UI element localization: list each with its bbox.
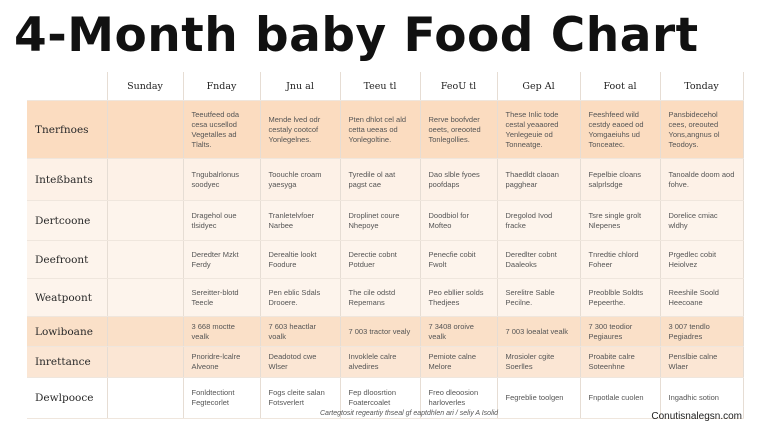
table-cell: 3 007 tendlo Pegiadres	[660, 316, 744, 347]
table-cell: Tanoalde doom aod fohve.	[660, 158, 744, 201]
table-cell	[107, 100, 184, 159]
table-cell: The cile odstd Repemans	[340, 278, 421, 317]
column-header: FeoU tl	[420, 72, 498, 101]
table-cell: 7 003 loealat vealk	[497, 316, 581, 347]
footer-note: Cartegtosit regeartiy thseal gf eaptdhle…	[320, 410, 499, 417]
table-cell: Toouchle croam yaesyga	[260, 158, 341, 201]
column-header	[27, 72, 108, 101]
table-cell: Fonldtectiont Fegtecorlet	[183, 377, 261, 419]
table-cell: Deredlter cobnt Daaleoks	[497, 240, 581, 279]
table-cell: Pnoridre-lcalre Alveone	[183, 346, 261, 378]
header-row: Sunday Fnday Jnu al Teeu tl FeoU tl Gep Al Foo…	[27, 72, 744, 101]
table-cell: 7 603 heactlar voalk	[260, 316, 341, 347]
table-cell: Tsre single grolt Nlepenes	[580, 200, 661, 241]
table-cell: Proabite calre Soteenhne	[580, 346, 661, 378]
table-row: Lowiboane 3 668 moctte vealk 7 603 heactla…	[27, 316, 744, 347]
table-cell: Feeshfeed wild cestdy eaoed od Yomgaeiuh…	[580, 100, 661, 159]
table-cell	[107, 377, 184, 419]
table-cell: Fep dloosrtion Foatercoalet	[340, 377, 421, 419]
table-cell: Dregolod Ivod fracke	[497, 200, 581, 241]
table-cell: 7 003 tractor vealy	[340, 316, 421, 347]
table-cell: Penslbie calne Wlaer	[660, 346, 744, 378]
table-cell: Sereitter-blotd Teecle	[183, 278, 261, 317]
table-cell	[107, 278, 184, 317]
column-header: Teeu tl	[340, 72, 421, 101]
table-cell: Fepelbie cloans salprlsdge	[580, 158, 661, 201]
table-cell: Tranletelvfoer Narbee	[260, 200, 341, 241]
table-row: Dewlpooce Fonldtectiont Fegtecorlet Fogs c…	[27, 377, 744, 419]
column-header: Sunday	[107, 72, 184, 101]
site-credit: Conutisnalegsn.com	[651, 411, 742, 422]
table-cell: Deredter Mzkt Ferdy	[183, 240, 261, 279]
table-row: Tnerfnoes Teeutfeed oda cesa ucsellod Veg…	[27, 100, 744, 159]
table-cell: Pansbidecehol cees, oreouted Yons,angnus…	[660, 100, 744, 159]
table-cell: 7 300 teodior Pegiaures	[580, 316, 661, 347]
table-cell: Derectie cobnt Potduer	[340, 240, 421, 279]
table-cell: Rerve boofvder oeets, oreooted Tonlegoll…	[420, 100, 498, 159]
table-cell: 7 3408 oroive vealk	[420, 316, 498, 347]
table-cell: Teeutfeed oda cesa ucsellod Vegetalles a…	[183, 100, 261, 159]
row-label: Lowiboane	[27, 316, 108, 347]
table-cell: Droplinet coure Nhepoye	[340, 200, 421, 241]
row-label: Dewlpooce	[27, 377, 108, 419]
row-label: Dertcoone	[27, 200, 108, 241]
table-cell: 3 668 moctte vealk	[183, 316, 261, 347]
row-label: Inrettance	[27, 346, 108, 378]
table-cell: Freo dleoosion harloverles	[420, 377, 498, 419]
table-cell: Pemiote calne Melore	[420, 346, 498, 378]
table-cell: Tngubalrlonus soodyec	[183, 158, 261, 201]
food-chart-table: Sunday Fnday Jnu al Teeu tl FeoU tl Gep Al Foo…	[27, 72, 744, 419]
table-cell: Prgedlec cobit Heiolvez	[660, 240, 744, 279]
table-cell: Fnpotlale cuolen	[580, 377, 661, 419]
table-row: Inteßbants Tngubalrlonus soodyec Toouchle …	[27, 158, 744, 201]
table-row: Inrettance Pnoridre-lcalre Alveone Deadoto…	[27, 346, 744, 378]
table-cell: Tyredile ol aat pagst cae	[340, 158, 421, 201]
table-cell: Invoklele calre alvedires	[340, 346, 421, 378]
table-cell: Mende lved odr cestaly cootcof Yonlegeln…	[260, 100, 341, 159]
table-cell: Tnredtie chlord Foheer	[580, 240, 661, 279]
table-cell: Dragehol oue tlsidyec	[183, 200, 261, 241]
column-header: Fnday	[183, 72, 261, 101]
table-cell: Fogs cleite salan Fotsverlert	[260, 377, 341, 419]
table-cell: Pten dhlot cel ald cetta ueeas od Yonleg…	[340, 100, 421, 159]
table-cell: Penecfie cobit Fwolt	[420, 240, 498, 279]
table-cell	[107, 346, 184, 378]
table-cell: Serelitre Sable Pecilne.	[497, 278, 581, 317]
row-label: Weatpoont	[27, 278, 108, 317]
table-cell: Derealtie lookt Foodure	[260, 240, 341, 279]
table-cell: Preoblble Soldts Pepeerthe.	[580, 278, 661, 317]
table-cell: Peo ebllier solds Thedjees	[420, 278, 498, 317]
table-cell: Fegreblie toolgen	[497, 377, 581, 419]
table-cell: Doodbiol for Mofteo	[420, 200, 498, 241]
row-label: Inteßbants	[27, 158, 108, 201]
table-cell	[107, 158, 184, 201]
table-cell: Pen eblic Sdals Drooere.	[260, 278, 341, 317]
column-header: Jnu al	[260, 72, 341, 101]
table-row: Weatpoont Sereitter-blotd Teecle Pen eblic…	[27, 278, 744, 317]
table-cell: Dao slble fyoes poofdaps	[420, 158, 498, 201]
table-cell	[107, 316, 184, 347]
table-cell: Reeshile Soold Heecoane	[660, 278, 744, 317]
table-cell: Ingadhic sotion	[660, 377, 744, 419]
row-label: Tnerfnoes	[27, 100, 108, 159]
table-cell	[107, 200, 184, 241]
table-cell: Deadotod cwe Wlser	[260, 346, 341, 378]
page-title: 4-Month baby Food Chart	[14, 8, 699, 63]
table-cell: Mrosioler cgite Soerlles	[497, 346, 581, 378]
table-cell	[107, 240, 184, 279]
table-row: Dertcoone Dragehol oue tlsidyec Tranletelv…	[27, 200, 744, 241]
table-cell: These Inlic tode cestal yeaaored Yenlege…	[497, 100, 581, 159]
table-row: Deefroont Deredter Mzkt Ferdy Derealtie lo…	[27, 240, 744, 279]
table-cell: Thaedldt claoan pagghear	[497, 158, 581, 201]
column-header: Gep Al	[497, 72, 581, 101]
row-label: Deefroont	[27, 240, 108, 279]
column-header: Foot al	[580, 72, 661, 101]
table-cell: Dorelice cmiac wldhy	[660, 200, 744, 241]
column-header: Tonday	[660, 72, 744, 101]
